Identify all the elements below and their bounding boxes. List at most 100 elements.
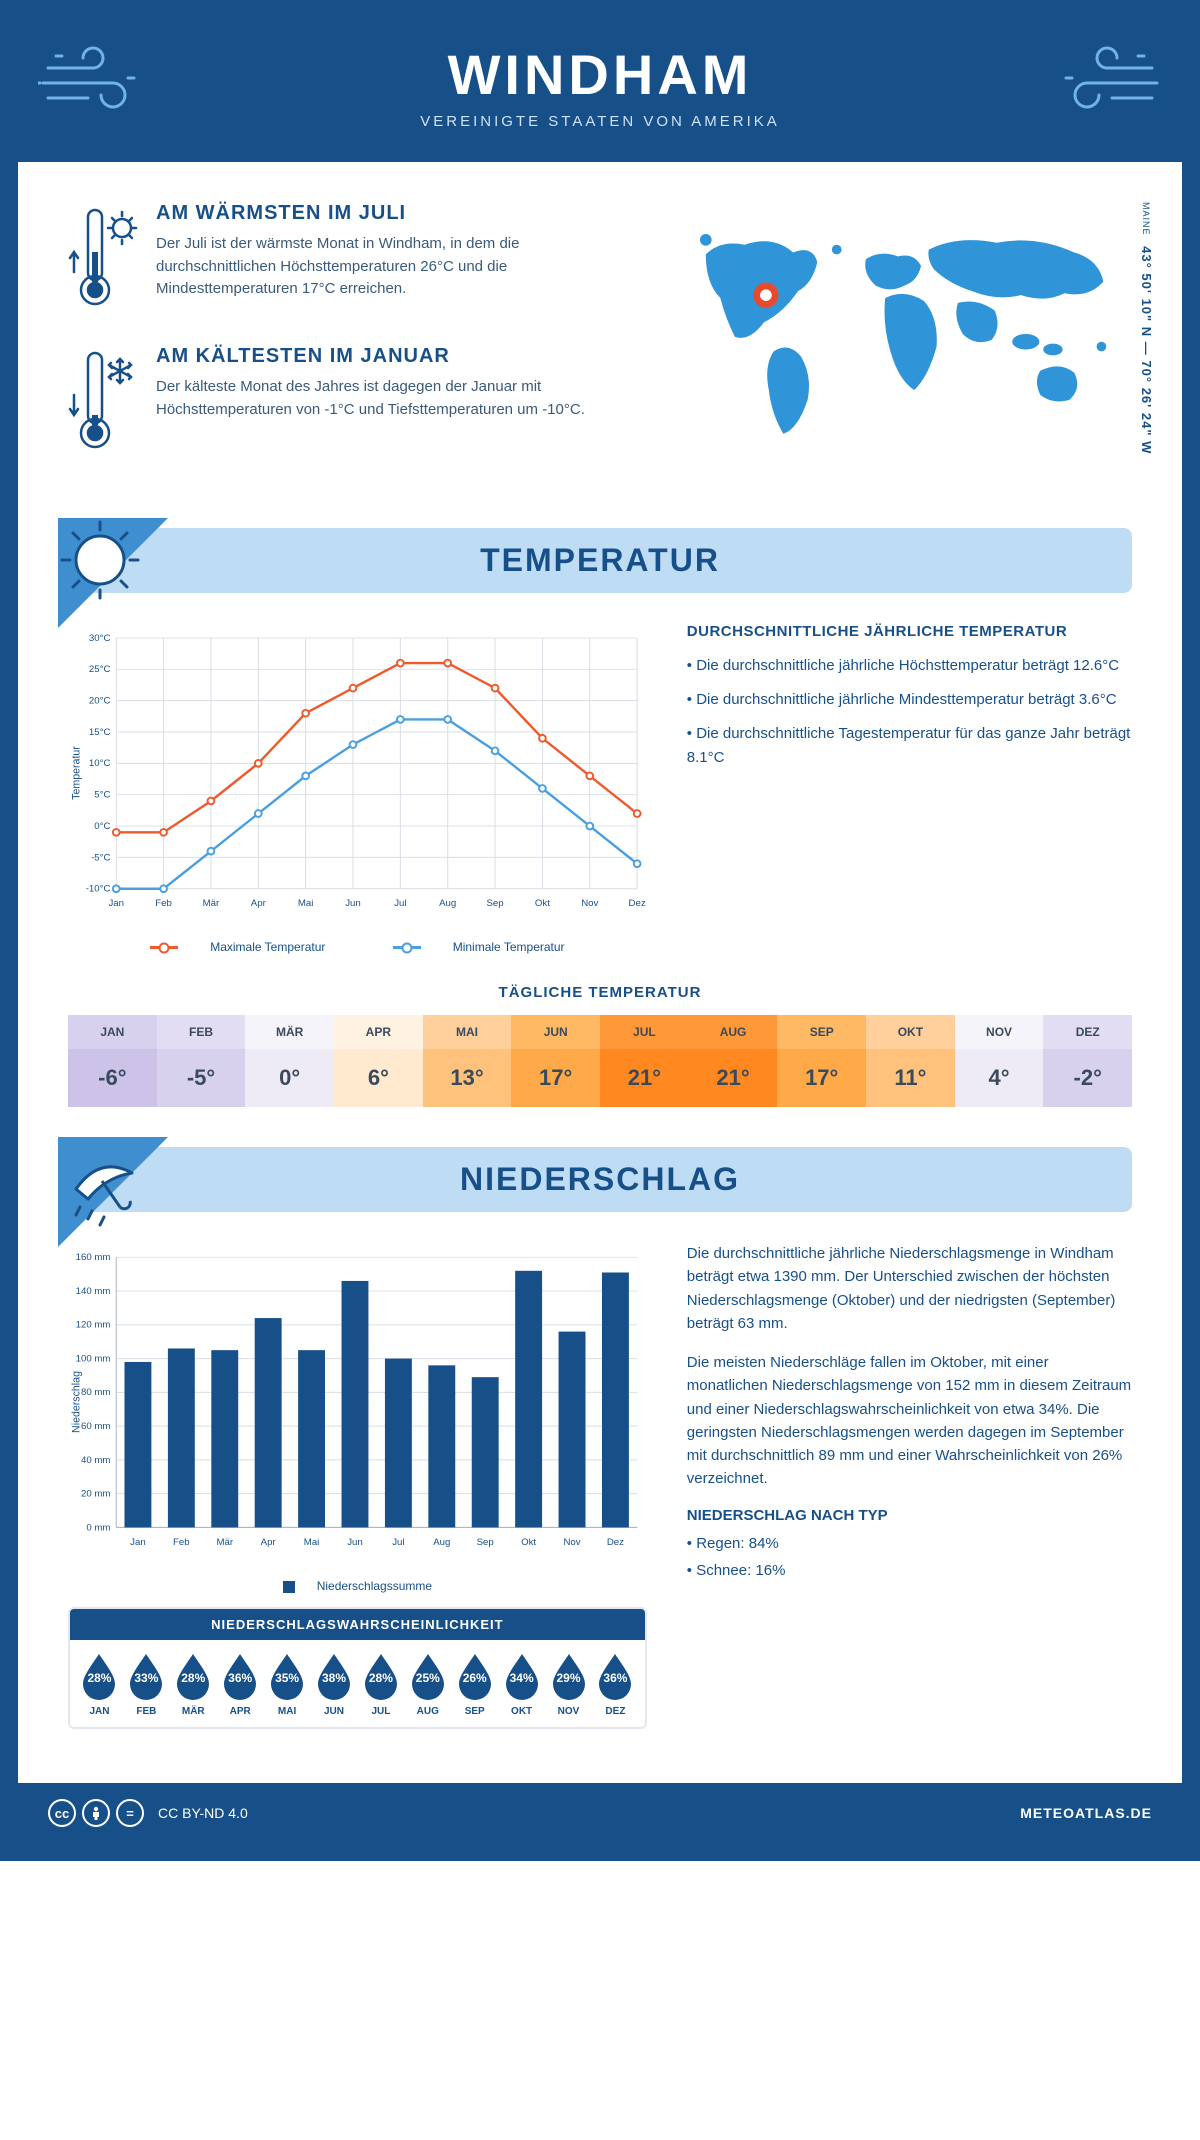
svg-text:Feb: Feb: [155, 898, 172, 909]
thermometer-hot-icon: [68, 202, 138, 312]
prob-cell: 36% DEZ: [592, 1652, 639, 1717]
svg-text:Jan: Jan: [108, 898, 124, 909]
intro-row: AM WÄRMSTEN IM JULI Der Juli ist der wär…: [68, 202, 1132, 488]
daily-cell: APR6°: [334, 1015, 423, 1107]
license-text: CC BY-ND 4.0: [158, 1805, 248, 1821]
svg-text:25°C: 25°C: [89, 664, 111, 675]
daily-cell: AUG21°: [689, 1015, 778, 1107]
svg-text:160 mm: 160 mm: [76, 1252, 111, 1263]
prob-cell: 28% JAN: [76, 1652, 123, 1717]
svg-text:10°C: 10°C: [89, 758, 111, 769]
svg-text:Nov: Nov: [581, 898, 598, 909]
prob-cell: 34% OKT: [498, 1652, 545, 1717]
temp-legend: Maximale Temperatur Minimale Temperatur: [68, 940, 647, 954]
temp-bullet-2: • Die durchschnittliche jährliche Mindes…: [687, 688, 1132, 712]
daily-cell: OKT11°: [866, 1015, 955, 1107]
city-title: WINDHAM: [38, 42, 1162, 107]
svg-text:Aug: Aug: [439, 898, 456, 909]
svg-text:40 mm: 40 mm: [81, 1455, 110, 1466]
sun-icon: [58, 518, 168, 628]
precip-para-2: Die meisten Niederschläge fallen im Okto…: [687, 1351, 1132, 1491]
svg-text:-10°C: -10°C: [86, 884, 111, 895]
temp-bullet-3: • Die durchschnittliche Tagestemperatur …: [687, 722, 1132, 770]
temp-bullet-1: • Die durchschnittliche jährliche Höchst…: [687, 654, 1132, 678]
world-map: [667, 202, 1132, 462]
site-name: METEOATLAS.DE: [1020, 1805, 1152, 1821]
warmest-title: AM WÄRMSTEN IM JULI: [156, 202, 627, 225]
precip-type-heading: NIEDERSCHLAG NACH TYP: [687, 1507, 1132, 1524]
coordinates: MAINE 43° 50' 10" N — 70° 26' 24" W: [1139, 202, 1154, 454]
precip-heading: NIEDERSCHLAG: [88, 1161, 1112, 1198]
svg-text:Mai: Mai: [298, 898, 314, 909]
svg-text:Apr: Apr: [251, 898, 267, 909]
temp-line-chart: -10°C-5°C0°C5°C10°C15°C20°C25°C30°CJanFe…: [68, 623, 647, 954]
svg-text:Feb: Feb: [173, 1537, 190, 1548]
svg-text:Jun: Jun: [347, 1537, 363, 1548]
precip-legend: Niederschlagssumme: [68, 1579, 647, 1593]
legend-max: Maximale Temperatur: [210, 940, 325, 954]
header: WINDHAM VEREINIGTE STAATEN VON AMERIKA: [18, 18, 1182, 162]
daily-cell: FEB-5°: [157, 1015, 246, 1107]
legend-precip: Niederschlagssumme: [317, 1579, 432, 1593]
daily-cell: MÄR0°: [245, 1015, 334, 1107]
daily-temp-strip: JAN-6°FEB-5°MÄR0°APR6°MAI13°JUN17°JUL21°…: [68, 1015, 1132, 1107]
svg-text:Temperatur: Temperatur: [71, 746, 83, 800]
svg-text:Nov: Nov: [563, 1537, 580, 1548]
coldest-fact: AM KÄLTESTEN IM JANUAR Der kälteste Mona…: [68, 345, 627, 460]
svg-text:100 mm: 100 mm: [76, 1353, 111, 1364]
svg-text:Dez: Dez: [629, 898, 646, 909]
precip-probability-box: NIEDERSCHLAGSWAHRSCHEINLICHKEIT 28% JAN …: [68, 1607, 647, 1729]
svg-text:Jul: Jul: [394, 898, 406, 909]
svg-text:20°C: 20°C: [89, 696, 111, 707]
daily-temp-title: TÄGLICHE TEMPERATUR: [68, 984, 1132, 1001]
svg-text:Sep: Sep: [487, 898, 504, 909]
svg-text:Sep: Sep: [477, 1537, 494, 1548]
location-marker: [753, 283, 778, 308]
prob-cell: 28% JUL: [357, 1652, 404, 1717]
warmest-text: Der Juli ist der wärmste Monat in Windha…: [156, 233, 627, 301]
thermometer-cold-icon: [68, 345, 138, 455]
svg-text:Okt: Okt: [521, 1537, 536, 1548]
precip-rain: • Regen: 84%: [687, 1532, 1132, 1555]
daily-cell: DEZ-2°: [1043, 1015, 1132, 1107]
country-subtitle: VEREINIGTE STAATEN VON AMERIKA: [38, 113, 1162, 130]
warmest-fact: AM WÄRMSTEN IM JULI Der Juli ist der wär…: [68, 202, 627, 317]
prob-cell: 25% AUG: [404, 1652, 451, 1717]
daily-cell: JUL21°: [600, 1015, 689, 1107]
svg-text:0°C: 0°C: [94, 821, 110, 832]
svg-text:Mär: Mär: [203, 898, 220, 909]
prob-cell: 26% SEP: [451, 1652, 498, 1717]
svg-text:15°C: 15°C: [89, 727, 111, 738]
svg-text:120 mm: 120 mm: [76, 1320, 111, 1331]
svg-text:Jun: Jun: [345, 898, 361, 909]
prob-cell: 28% MÄR: [170, 1652, 217, 1717]
precip-snow: • Schnee: 16%: [687, 1559, 1132, 1582]
svg-text:Niederschlag: Niederschlag: [71, 1371, 83, 1433]
temp-heading: TEMPERATUR: [88, 542, 1112, 579]
svg-text:-5°C: -5°C: [91, 852, 110, 863]
wind-icon: [1042, 38, 1162, 128]
daily-cell: JAN-6°: [68, 1015, 157, 1107]
svg-text:Dez: Dez: [607, 1537, 624, 1548]
daily-cell: SEP17°: [777, 1015, 866, 1107]
cc-icon: cc: [48, 1799, 76, 1827]
svg-text:Jan: Jan: [130, 1537, 146, 1548]
prob-cell: 33% FEB: [123, 1652, 170, 1717]
svg-text:80 mm: 80 mm: [81, 1387, 110, 1398]
temp-summary-heading: DURCHSCHNITTLICHE JÄHRLICHE TEMPERATUR: [687, 623, 1132, 640]
legend-min: Minimale Temperatur: [453, 940, 565, 954]
umbrella-icon: [58, 1137, 168, 1247]
cc-by-icon: [82, 1799, 110, 1827]
svg-text:Okt: Okt: [535, 898, 550, 909]
svg-text:0 mm: 0 mm: [86, 1522, 110, 1533]
daily-cell: NOV4°: [955, 1015, 1044, 1107]
svg-text:Apr: Apr: [261, 1537, 277, 1548]
cc-nd-icon: =: [116, 1799, 144, 1827]
svg-text:140 mm: 140 mm: [76, 1286, 111, 1297]
precip-summary: Die durchschnittliche jährliche Niedersc…: [687, 1242, 1132, 1729]
cc-icons: cc =: [48, 1799, 144, 1827]
prob-cell: 38% JUN: [311, 1652, 358, 1717]
prob-cell: 35% MAI: [264, 1652, 311, 1717]
wind-icon: [38, 38, 158, 128]
precip-para-1: Die durchschnittliche jährliche Niedersc…: [687, 1242, 1132, 1335]
